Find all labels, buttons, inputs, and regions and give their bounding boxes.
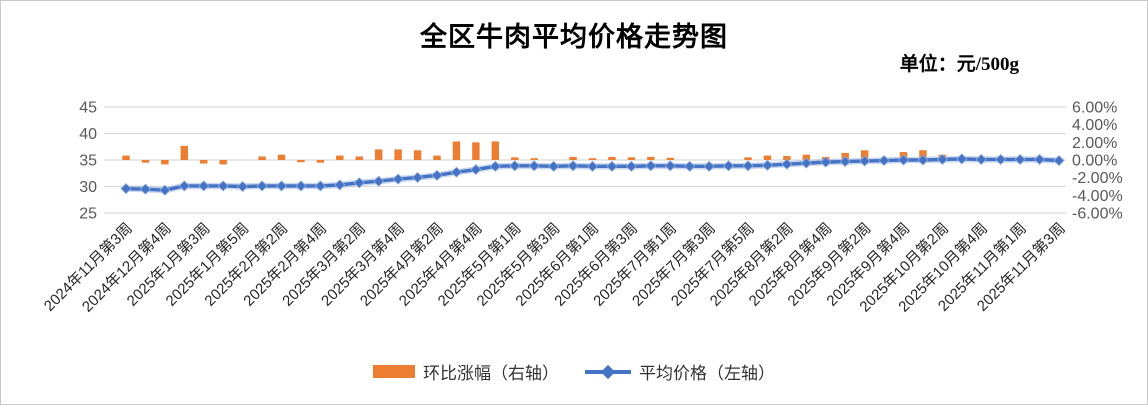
right-axis-labels: 6.00%4.00%2.00%0.00%-2.00%-4.00%-6.00% bbox=[1072, 100, 1123, 223]
legend-item-bar: 环比涨幅（右轴） bbox=[373, 359, 559, 384]
svg-text:40: 40 bbox=[79, 126, 97, 143]
line-series bbox=[120, 153, 1065, 196]
svg-text:2.00%: 2.00% bbox=[1072, 135, 1117, 152]
svg-text:-6.00%: -6.00% bbox=[1072, 206, 1123, 223]
legend-line-swatch-icon bbox=[585, 364, 631, 379]
x-axis-labels: 2024年11月第3周2024年12月第4周2025年1月第3周2025年1月第… bbox=[40, 219, 1069, 315]
legend-bar-swatch-icon bbox=[373, 365, 415, 378]
svg-text:-2.00%: -2.00% bbox=[1072, 170, 1123, 187]
legend-bar-label: 环比涨幅（右轴） bbox=[423, 364, 559, 383]
left-axis-labels: 45 40 35 30 25 bbox=[79, 100, 97, 223]
chart-legend: 环比涨幅（右轴） 平均价格（左轴） bbox=[1, 359, 1147, 384]
svg-text:-4.00%: -4.00% bbox=[1072, 188, 1123, 205]
svg-text:30: 30 bbox=[79, 179, 97, 196]
legend-line-label: 平均价格（左轴） bbox=[639, 364, 775, 383]
chart-title: 全区牛肉平均价格走势图 bbox=[420, 22, 728, 52]
unit-label: 单位：元/500g bbox=[899, 54, 1019, 75]
legend-item-line: 平均价格（左轴） bbox=[585, 359, 775, 384]
svg-text:6.00%: 6.00% bbox=[1072, 100, 1117, 117]
svg-text:25: 25 bbox=[79, 206, 97, 223]
svg-text:0.00%: 0.00% bbox=[1072, 153, 1117, 170]
svg-text:45: 45 bbox=[79, 100, 97, 117]
svg-text:4.00%: 4.00% bbox=[1072, 117, 1117, 134]
svg-text:35: 35 bbox=[79, 153, 97, 170]
